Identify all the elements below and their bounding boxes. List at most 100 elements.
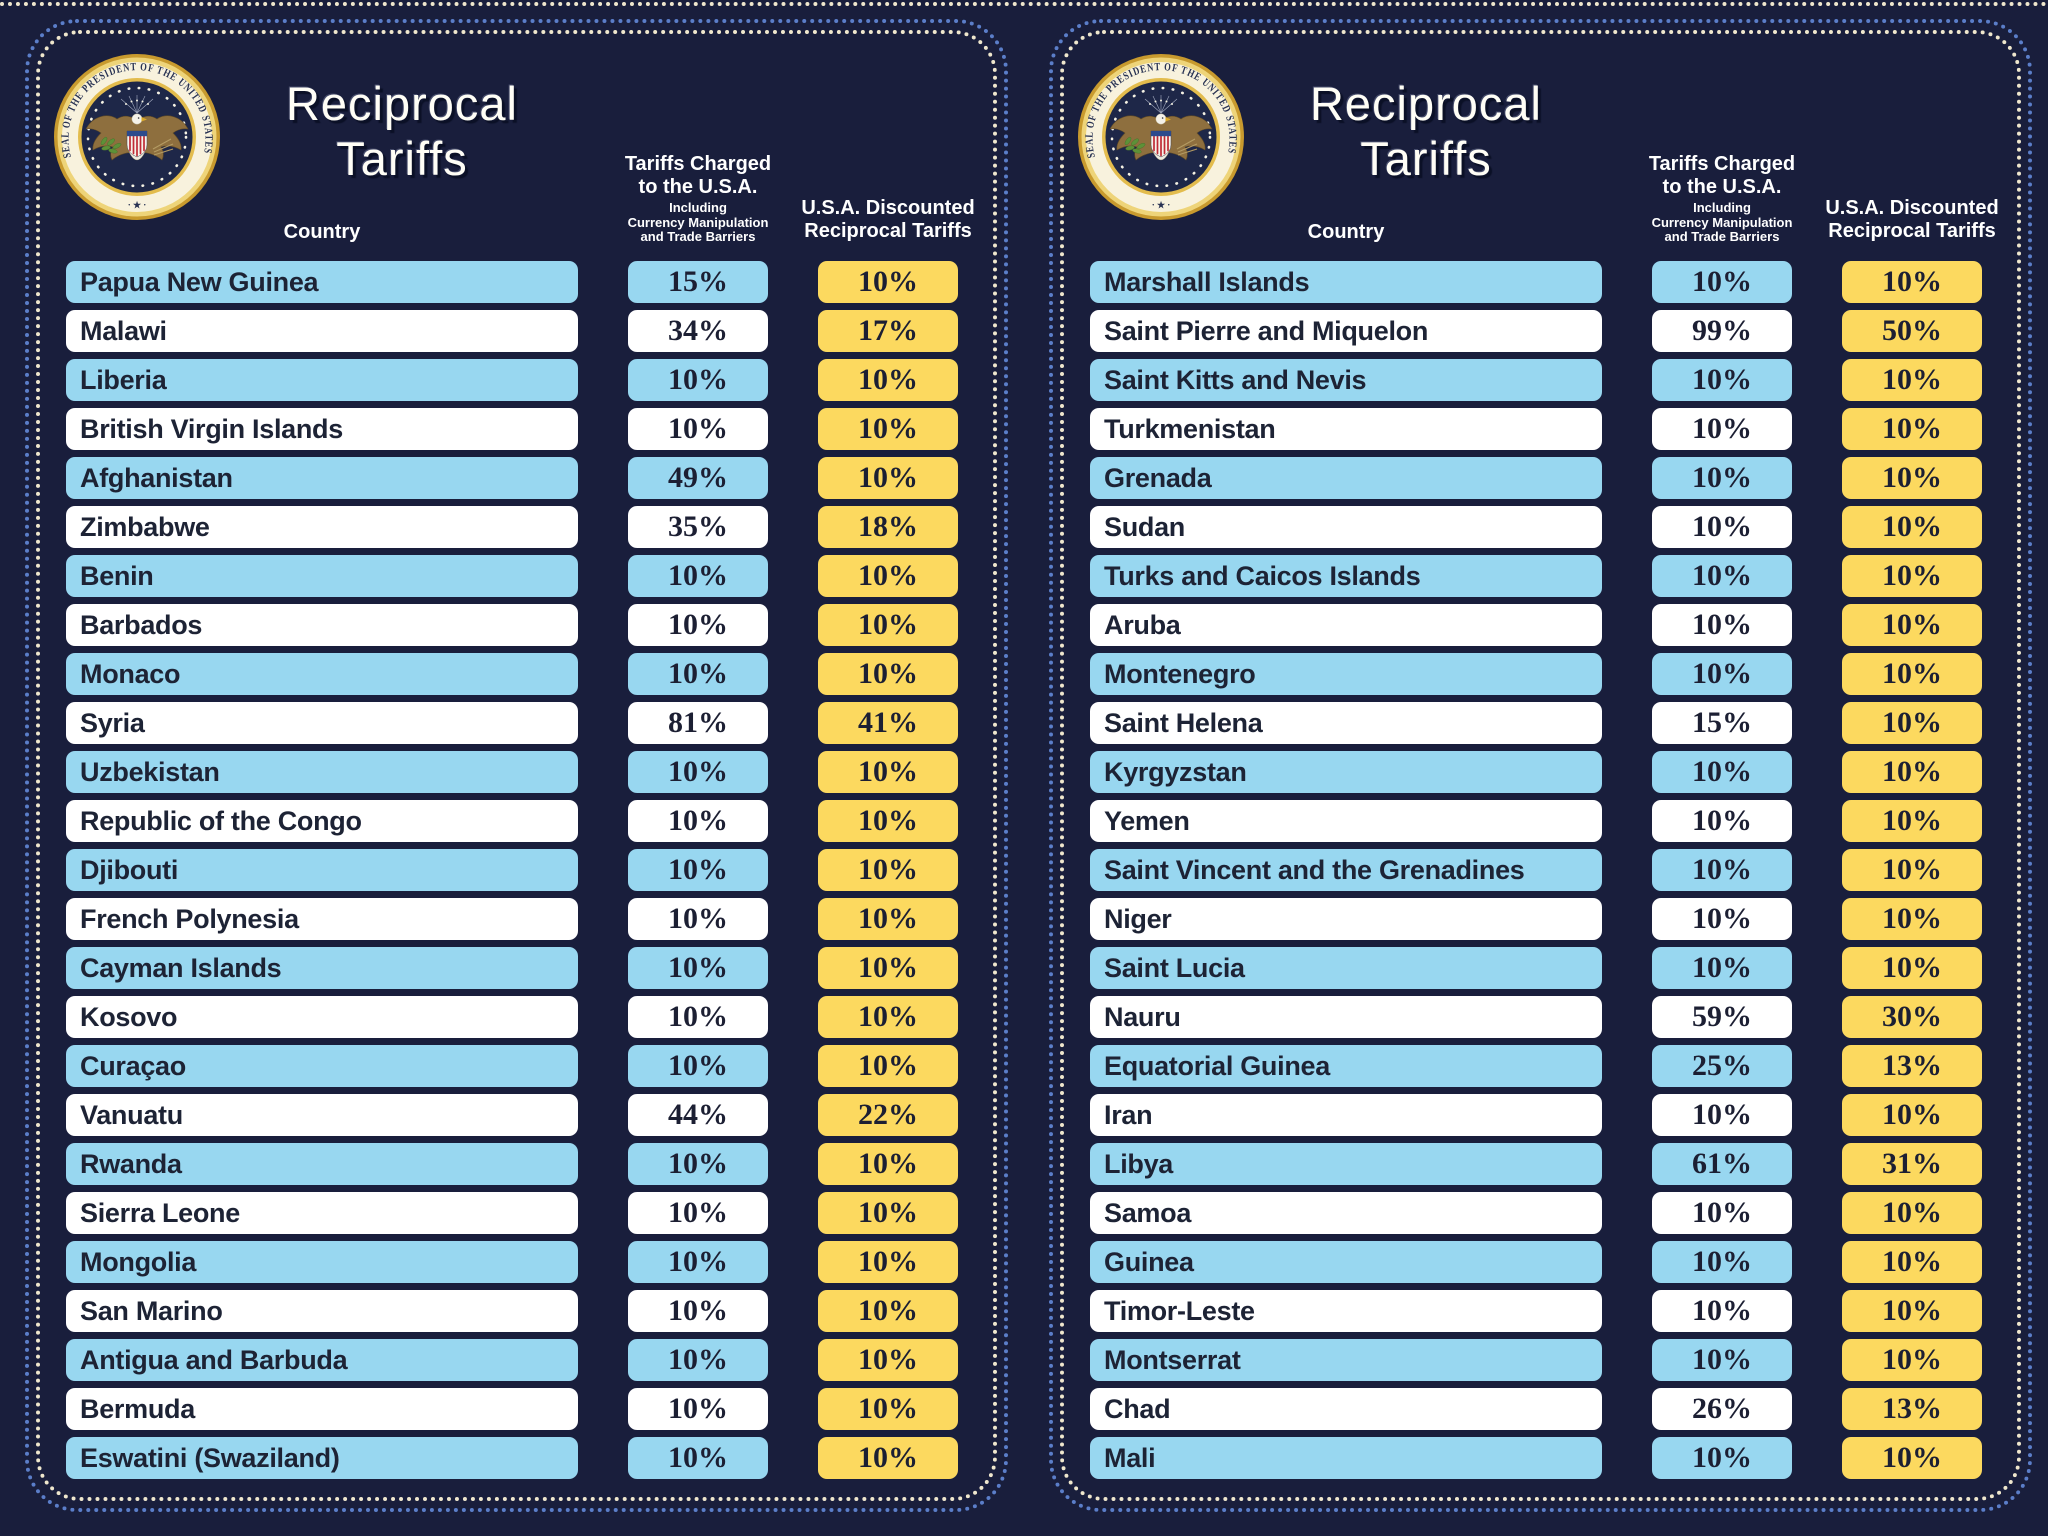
tariff-charged-cell: 15%: [628, 261, 768, 303]
country-cell: Grenada: [1090, 457, 1602, 499]
table-row: Afghanistan 49% 10%: [66, 457, 958, 499]
discounted-tariff-cell: 13%: [1842, 1388, 1982, 1430]
country-cell: Monaco: [66, 653, 578, 695]
tariff-charged-cell: 10%: [628, 800, 768, 842]
discounted-tariff-cell: 10%: [1842, 849, 1982, 891]
discounted-tariff-cell: 10%: [1842, 261, 1982, 303]
tariff-charged-cell: 10%: [1652, 1437, 1792, 1479]
tariff-charged-cell: 15%: [1652, 702, 1792, 744]
country-cell: Saint Kitts and Nevis: [1090, 359, 1602, 401]
discounted-tariff-cell: 10%: [818, 653, 958, 695]
country-cell: Nauru: [1090, 996, 1602, 1038]
tariff-charged-cell: 10%: [628, 1241, 768, 1283]
table-row: French Polynesia 10% 10%: [66, 898, 958, 940]
table-row: Turks and Caicos Islands 10% 10%: [1090, 555, 1982, 597]
country-cell: Montenegro: [1090, 653, 1602, 695]
country-cell: Sierra Leone: [66, 1192, 578, 1234]
charged-header-line2: to the U.S.A.: [638, 176, 758, 198]
column-header-discounted-tariffs: U.S.A. Discounted Reciprocal Tariffs: [754, 197, 1022, 243]
discounted-tariff-cell: 10%: [818, 751, 958, 793]
column-header-tariffs-charged: Tariffs Charged to the U.S.A. Including …: [1598, 153, 1846, 245]
table-row: Sierra Leone 10% 10%: [66, 1192, 958, 1234]
country-cell: Libya: [1090, 1143, 1602, 1185]
table-row: Chad 26% 13%: [1090, 1388, 1982, 1430]
charged-subheader-line3: and Trade Barriers: [640, 229, 756, 245]
tariff-charged-cell: 10%: [1652, 359, 1792, 401]
tariff-charged-cell: 10%: [1652, 604, 1792, 646]
tariff-charged-cell: 10%: [1652, 506, 1792, 548]
country-cell: Vanuatu: [66, 1094, 578, 1136]
table-row: Djibouti 10% 10%: [66, 849, 958, 891]
table-row: Montenegro 10% 10%: [1090, 653, 1982, 695]
table-row: Equatorial Guinea 25% 13%: [1090, 1045, 1982, 1087]
tariff-charged-cell: 10%: [628, 751, 768, 793]
discounted-tariff-cell: 10%: [818, 1388, 958, 1430]
tariff-charged-cell: 10%: [1652, 800, 1792, 842]
discounted-tariff-cell: 17%: [818, 310, 958, 352]
table-row: Mali 10% 10%: [1090, 1437, 1982, 1479]
table-row: San Marino 10% 10%: [66, 1290, 958, 1332]
country-cell: Zimbabwe: [66, 506, 578, 548]
tariff-table-rows: Papua New Guinea 15% 10% Malawi 34% 17% Liberi…: [66, 261, 958, 1486]
discounted-tariff-cell: 10%: [818, 1339, 958, 1381]
charged-subheader-line2: Currency Manipulation: [627, 214, 769, 230]
country-cell: Turks and Caicos Islands: [1090, 555, 1602, 597]
country-cell: Malawi: [66, 310, 578, 352]
discounted-tariff-cell: 10%: [1842, 898, 1982, 940]
discounted-tariff-cell: 30%: [1842, 996, 1982, 1038]
discounted-tariff-cell: 10%: [818, 1290, 958, 1332]
table-row: Saint Vincent and the Grenadines 10% 10%: [1090, 849, 1982, 891]
tariff-charged-cell: 10%: [1652, 1290, 1792, 1332]
tariff-charged-cell: 59%: [1652, 996, 1792, 1038]
tariff-charged-cell: 25%: [1652, 1045, 1792, 1087]
tariff-charged-cell: 10%: [1652, 751, 1792, 793]
country-cell: Niger: [1090, 898, 1602, 940]
country-cell: Sudan: [1090, 506, 1602, 548]
country-cell: Djibouti: [66, 849, 578, 891]
discounted-tariff-cell: 10%: [1842, 604, 1982, 646]
country-cell: Uzbekistan: [66, 751, 578, 793]
discounted-tariff-cell: 41%: [818, 702, 958, 744]
discounted-tariff-cell: 10%: [818, 1143, 958, 1185]
country-cell: Timor-Leste: [1090, 1290, 1602, 1332]
country-cell: Cayman Islands: [66, 947, 578, 989]
charged-subheader-line1: Including: [669, 200, 727, 215]
country-cell: Yemen: [1090, 800, 1602, 842]
discounted-tariff-cell: 13%: [1842, 1045, 1982, 1087]
country-cell: Benin: [66, 555, 578, 597]
panel-outer-dotted-border: [25, 19, 1008, 1512]
panel-inner-dotted-border: [36, 30, 997, 1501]
country-cell: Saint Lucia: [1090, 947, 1602, 989]
table-row: Montserrat 10% 10%: [1090, 1339, 1982, 1381]
discounted-tariff-cell: 10%: [818, 996, 958, 1038]
tariff-charged-cell: 10%: [628, 898, 768, 940]
discounted-tariff-cell: 10%: [1842, 1290, 1982, 1332]
tariff-charged-cell: 10%: [628, 653, 768, 695]
presidential-seal-icon: SEAL OF THE PRESIDENT OF THE UNITED STAT…: [1078, 54, 1244, 220]
table-row: Cayman Islands 10% 10%: [66, 947, 958, 989]
tariff-charged-cell: 10%: [1652, 408, 1792, 450]
table-row: Turkmenistan 10% 10%: [1090, 408, 1982, 450]
table-row: Monaco 10% 10%: [66, 653, 958, 695]
discounted-tariff-cell: 10%: [1842, 947, 1982, 989]
panel-outer-dotted-border: [1049, 19, 2032, 1512]
country-cell: Saint Pierre and Miquelon: [1090, 310, 1602, 352]
discounted-tariff-cell: 10%: [1842, 1437, 1982, 1479]
country-cell: Marshall Islands: [1090, 261, 1602, 303]
country-cell: Iran: [1090, 1094, 1602, 1136]
table-row: Curaçao 10% 10%: [66, 1045, 958, 1087]
table-row: Uzbekistan 10% 10%: [66, 751, 958, 793]
country-cell: Chad: [1090, 1388, 1602, 1430]
country-cell: British Virgin Islands: [66, 408, 578, 450]
country-cell: Bermuda: [66, 1388, 578, 1430]
tariff-charged-cell: 10%: [1652, 457, 1792, 499]
page-title: Reciprocal Tariffs: [1309, 77, 1543, 185]
table-row: British Virgin Islands 10% 10%: [66, 408, 958, 450]
discounted-tariff-cell: 10%: [1842, 1094, 1982, 1136]
column-header-country: Country: [1307, 221, 1385, 243]
country-cell: Samoa: [1090, 1192, 1602, 1234]
country-cell: Eswatini (Swaziland): [66, 1437, 578, 1479]
tariff-charged-cell: 35%: [628, 506, 768, 548]
table-row: Eswatini (Swaziland) 10% 10%: [66, 1437, 958, 1479]
